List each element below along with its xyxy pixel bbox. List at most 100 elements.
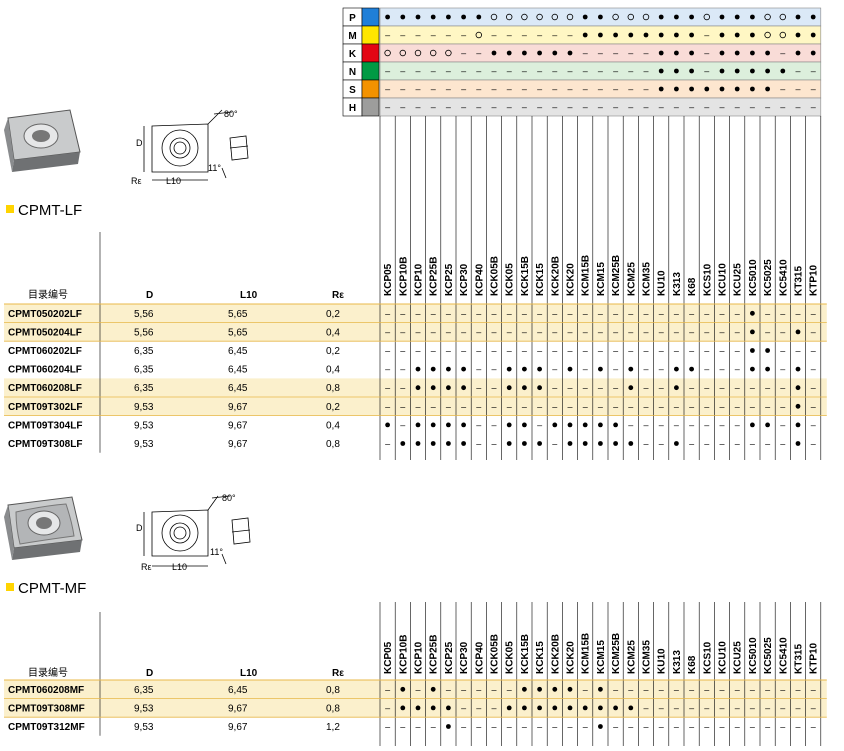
grade-name: K313	[672, 272, 683, 296]
grade-availability-none: –	[446, 401, 451, 411]
suitability-mark-none: –	[507, 102, 512, 112]
suitability-mark-none: –	[689, 102, 694, 112]
grade-availability-none: –	[735, 364, 740, 374]
dim-l10: 6,45	[228, 365, 248, 376]
suitability-mark-filled	[689, 86, 694, 92]
suitability-mark-none: –	[400, 84, 405, 94]
grade-name: KCP30	[459, 263, 470, 296]
grade-availability-filled	[430, 441, 436, 446]
grade-availability-none: –	[400, 327, 405, 337]
suitability-mark-filled	[400, 14, 406, 20]
dim-d: 5,56	[134, 327, 154, 338]
grade-availability-none: –	[385, 364, 390, 374]
suitability-mark-none: –	[613, 48, 618, 58]
grade-availability-none: –	[385, 308, 390, 318]
suitability-mark-filled	[734, 32, 740, 38]
grade-availability-none: –	[385, 327, 390, 337]
suitability-mark-none: –	[415, 102, 420, 112]
suitability-mark-none: –	[811, 66, 816, 76]
table-row: CPMT060204LF 6,35 6,45 0,4– – – – – – – – – – – – – –	[8, 364, 816, 376]
grade-availability-filled	[567, 686, 573, 692]
grade-name: KCU10	[718, 641, 729, 674]
material-color-swatch	[361, 97, 380, 117]
insert-photo-lf	[4, 109, 81, 172]
grade-availability-filled	[430, 366, 436, 372]
material-row-p: P	[342, 7, 822, 27]
grade-name: KCM15	[596, 640, 607, 674]
dim-l10: 6,45	[228, 685, 248, 696]
dim-l10: 9,67	[228, 439, 248, 450]
grade-availability-none: –	[765, 439, 770, 449]
grade-name: KCK05	[505, 641, 516, 674]
table-cpmt-mf: KCP05 KCP10B KCP10 KCP25B KCP25 KCP30 KCP40 KCK…	[4, 602, 827, 746]
dim-re: 0,4	[326, 420, 340, 431]
suitability-mark-filled	[385, 14, 390, 20]
suitability-mark-none: –	[461, 102, 466, 112]
suitability-mark-filled	[658, 86, 664, 92]
suitability-mark-none: –	[431, 102, 436, 112]
dim-d: 9,53	[134, 703, 154, 714]
suitability-mark-filled	[810, 14, 816, 20]
dim-d: 6,35	[134, 685, 154, 696]
suitability-mark-filled	[719, 86, 725, 92]
suitability-mark-open	[612, 13, 619, 21]
dim-l10: 9,67	[228, 420, 248, 431]
grade-availability-filled	[613, 705, 618, 711]
suitability-mark-filled	[704, 86, 710, 92]
grade-name: KTP10	[809, 642, 820, 674]
grade-availability-none: –	[811, 420, 816, 430]
grade-availability-filled	[537, 385, 542, 391]
suitability-mark-none: –	[522, 84, 527, 94]
suitability-mark-none: –	[476, 84, 481, 94]
grade-availability-none: –	[552, 722, 557, 732]
suitability-mark-open	[414, 49, 422, 57]
grade-availability-none: –	[628, 308, 633, 318]
header-part: 目录编号	[28, 288, 68, 301]
suitability-mark-none: –	[567, 30, 572, 40]
suitability-mark-filled	[719, 68, 725, 74]
grade-name: KCP05	[383, 263, 394, 296]
grade-availability-none: –	[552, 346, 557, 356]
grade-availability-none: –	[598, 346, 603, 356]
suitability-mark-open	[642, 13, 650, 21]
suitability-mark-none: –	[491, 102, 496, 112]
grade-availability-none: –	[795, 308, 800, 318]
grade-availability-none: –	[552, 327, 557, 337]
dim-l10: 9,67	[228, 703, 248, 714]
grade-availability-none: –	[704, 308, 709, 318]
grade-availability-none: –	[811, 684, 816, 694]
suitability-mark-filled	[658, 14, 664, 20]
grade-availability-filled	[598, 441, 603, 446]
grade-availability-none: –	[643, 308, 648, 318]
grade-availability-none: –	[643, 401, 648, 411]
grade-availability-filled	[674, 385, 679, 391]
grade-availability-filled	[506, 705, 512, 711]
part-number: CPMT060204LF	[8, 365, 82, 376]
suitability-mark-open	[779, 13, 786, 21]
grade-availability-none: –	[719, 703, 724, 713]
suitability-mark-none: –	[400, 30, 405, 40]
grade-name: KU10	[657, 270, 668, 296]
suitability-mark-open	[445, 49, 452, 57]
grade-availability-none: –	[552, 401, 557, 411]
grade-availability-none: –	[385, 401, 390, 411]
d-label: D	[136, 138, 143, 148]
grade-availability-filled	[537, 441, 542, 446]
grade-availability-none: –	[552, 383, 557, 393]
grade-availability-filled	[400, 705, 406, 711]
grade-availability-none: –	[415, 308, 420, 318]
grade-availability-filled	[461, 366, 466, 372]
grade-availability-none: –	[491, 308, 496, 318]
grade-availability-none: –	[780, 439, 785, 449]
grade-availability-none: –	[491, 346, 496, 356]
grade-name: KCP25	[444, 641, 455, 674]
grade-availability-none: –	[674, 722, 679, 732]
grade-availability-none: –	[507, 327, 512, 337]
grade-availability-none: –	[719, 383, 724, 393]
suitability-mark-filled	[674, 50, 679, 56]
grade-availability-filled	[430, 705, 436, 711]
grade-name: KCM15B	[581, 633, 592, 674]
material-row-s: S – – – – – – – – – – – – – – – – – – – – –	[342, 79, 822, 99]
suitability-mark-filled	[567, 50, 573, 56]
